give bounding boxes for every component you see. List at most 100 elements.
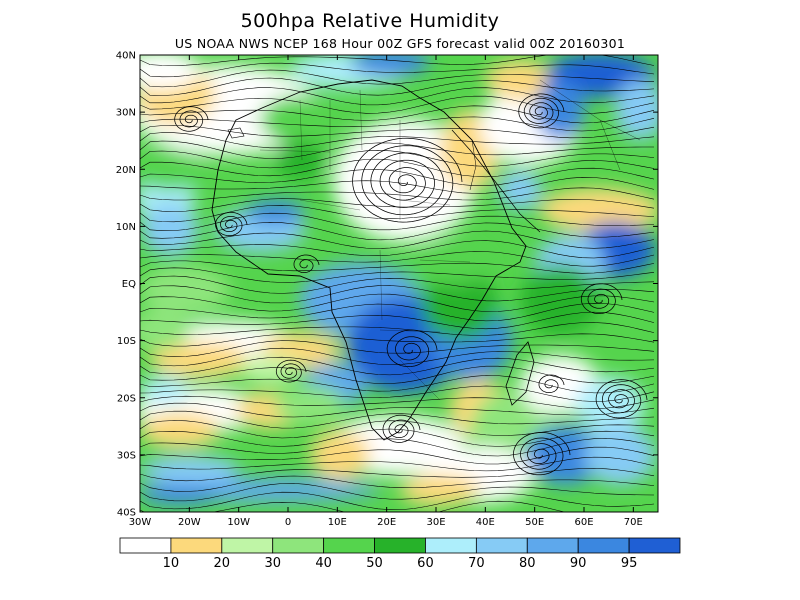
streamline xyxy=(140,340,655,357)
humidity-region xyxy=(485,60,555,100)
lon-tick-label: 20E xyxy=(377,517,396,528)
streamline xyxy=(140,468,655,482)
humidity-region xyxy=(140,456,240,484)
streamline xyxy=(140,285,655,304)
colorbar-swatch xyxy=(272,537,325,554)
streamline xyxy=(386,329,438,367)
colorbar-swatch xyxy=(221,537,274,554)
colorbar: 10 20 30 40 50 60 70 80 90 95 xyxy=(119,537,681,571)
streamline xyxy=(140,167,655,186)
streamline xyxy=(140,375,655,394)
streamline xyxy=(140,267,655,283)
streamline xyxy=(513,432,571,476)
colorbar-swatch xyxy=(577,537,630,554)
streamline xyxy=(140,62,655,78)
colorbar-swatch xyxy=(323,537,375,554)
streamline xyxy=(140,410,655,429)
lat-tick-label: 10S xyxy=(117,336,136,347)
streamline xyxy=(140,446,655,465)
lat-tick-label: 30N xyxy=(116,108,136,119)
streamline xyxy=(595,379,648,419)
streamline xyxy=(293,254,320,273)
humidity-region xyxy=(140,376,190,404)
humidity-region xyxy=(275,140,325,180)
lat-tick-label: 40N xyxy=(116,51,136,62)
colorbar-label: 20 xyxy=(214,556,231,571)
map-axes: 30W 20W 10W 0 10E 20E 30E 40E 50E 60E 70E 40N 30N 20N… xyxy=(116,51,658,528)
streamline xyxy=(140,87,655,106)
humidity-region xyxy=(275,385,345,425)
lat-tick-label: 10N xyxy=(116,222,136,233)
streamline xyxy=(140,95,655,114)
colorbar-swatch xyxy=(475,537,528,554)
streamline xyxy=(140,230,655,249)
streamline xyxy=(140,260,655,274)
colorbar-label: 30 xyxy=(264,556,281,571)
streamline xyxy=(140,158,655,178)
streamline xyxy=(140,500,566,512)
streamline xyxy=(140,116,655,132)
lat-tick-label: 30S xyxy=(117,450,136,461)
streamline xyxy=(140,347,655,367)
streamline xyxy=(215,212,248,236)
streamline xyxy=(140,105,655,124)
humidity-region xyxy=(350,55,430,76)
lon-tick-label: 70E xyxy=(624,517,643,528)
lon-tick-label: 50E xyxy=(525,517,544,528)
lon-tick-label: 30W xyxy=(129,517,152,528)
humidity-region xyxy=(575,377,645,433)
humidity-region xyxy=(140,55,200,90)
wind-streamlines xyxy=(140,55,655,512)
streamline xyxy=(140,55,655,66)
streamline xyxy=(140,438,655,457)
streamline xyxy=(140,395,655,409)
streamline xyxy=(140,483,655,502)
streamline xyxy=(140,212,655,231)
streamline xyxy=(140,240,655,259)
chart-title: 500hpa Relative Humidity xyxy=(240,10,500,32)
colorbar-label: 80 xyxy=(519,556,536,571)
lat-tick-label: 20S xyxy=(117,393,136,404)
lon-tick-label: 60E xyxy=(574,517,593,528)
streamline xyxy=(140,365,655,384)
humidity-region xyxy=(140,310,190,350)
streamline xyxy=(352,137,463,223)
humidity-region xyxy=(140,485,220,505)
colorbar-label: 70 xyxy=(468,556,485,571)
humidity-region xyxy=(540,188,658,232)
colorbar-label: 10 xyxy=(163,556,180,571)
streamline xyxy=(140,222,655,241)
colorbar-label: 50 xyxy=(366,556,383,571)
streamline xyxy=(382,414,421,443)
streamline xyxy=(140,275,655,294)
lon-tick-label: 10E xyxy=(328,517,347,528)
humidity-region xyxy=(150,342,250,378)
streamline xyxy=(140,456,655,472)
streamline xyxy=(275,359,307,383)
streamline xyxy=(140,69,655,88)
lon-tick-label: 10W xyxy=(227,517,250,528)
humidity-region xyxy=(260,95,340,145)
streamline xyxy=(140,303,655,322)
streamline xyxy=(580,283,623,314)
lat-tick-label: 20N xyxy=(116,165,136,176)
lon-tick-label: 40E xyxy=(476,517,495,528)
humidity-region xyxy=(245,200,305,224)
streamline xyxy=(140,333,655,347)
colorbar-swatch xyxy=(628,537,681,554)
colorbar-label: 95 xyxy=(621,556,638,571)
lat-tick-label: EQ xyxy=(122,279,136,290)
streamline xyxy=(174,106,209,132)
colorbar-swatch xyxy=(526,537,579,554)
lat-tick-label: 40S xyxy=(117,508,136,519)
streamline xyxy=(140,428,655,447)
streamline xyxy=(140,132,655,149)
streamline xyxy=(140,293,655,312)
streamline xyxy=(140,177,655,194)
streamline xyxy=(140,187,655,201)
africa-coastline xyxy=(211,79,641,441)
streamline xyxy=(518,93,565,129)
colorbar-swatch xyxy=(425,537,477,554)
streamline xyxy=(140,77,655,96)
humidity-region xyxy=(410,245,490,285)
